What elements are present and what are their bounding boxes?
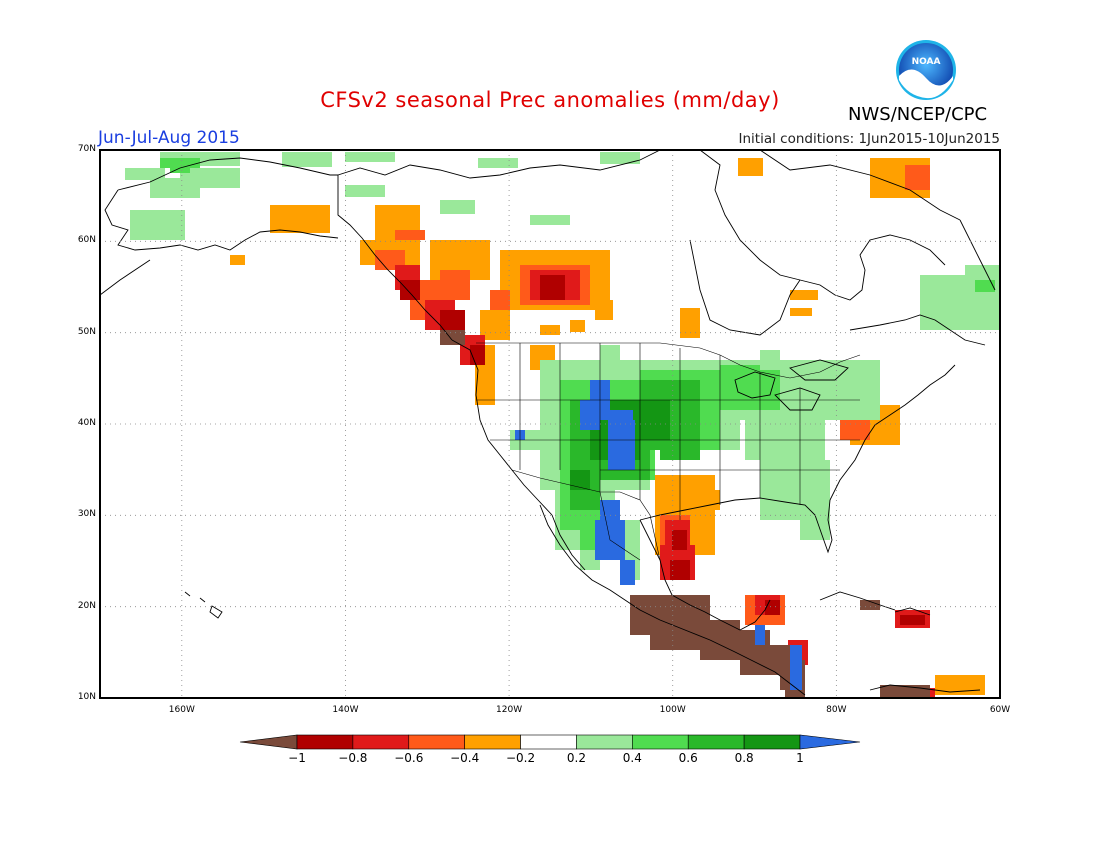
anomaly-cell (900, 615, 925, 625)
lat-label: 70N (77, 144, 96, 154)
lon-label: 60W (989, 705, 1011, 715)
colorbar-segment (576, 734, 633, 750)
agency-label: NWS/NCEP/CPC (848, 104, 988, 125)
anomaly-cell (840, 420, 870, 440)
colorbar-tick-label: −0.6 (394, 751, 424, 765)
lon-label: 140W (332, 705, 359, 715)
anomaly-cell (760, 350, 780, 370)
anomaly-cell (755, 625, 765, 645)
colorbar-segment (408, 734, 465, 750)
anomaly-cell (790, 645, 802, 690)
anomaly-cell (672, 530, 687, 550)
anomaly-cell (620, 560, 635, 585)
colorbar-segment (239, 734, 298, 750)
anomaly-cell (595, 300, 613, 320)
anomaly-cell (680, 308, 700, 338)
anomaly-cell (540, 325, 560, 335)
anomaly-cell (440, 200, 475, 214)
forecast-period: Jun-Jul-Aug 2015 (98, 128, 240, 148)
anomaly-cell (478, 158, 518, 168)
anomaly-cell (345, 185, 385, 197)
anomaly-cell (765, 600, 780, 615)
anomaly-cell (540, 275, 565, 300)
lat-label: 20N (77, 600, 96, 611)
anomaly-cell (490, 290, 510, 310)
anomaly-cell (570, 320, 585, 332)
colorbar-tick-label: 0.4 (622, 751, 642, 765)
colorbar-segment (743, 734, 801, 750)
initial-conditions: Initial conditions: 1Jun2015-10Jun2015 (738, 131, 1000, 147)
colorbar-segment (296, 734, 354, 750)
anomaly-cell (640, 400, 670, 440)
anomaly-cell (530, 215, 570, 225)
anomaly-cell (400, 280, 420, 300)
anomaly-cell (790, 290, 818, 300)
lat-label: 30N (77, 509, 96, 520)
lon-label: 160W (168, 705, 195, 715)
colorbar-segment (352, 734, 410, 750)
lat-label: 10N (77, 692, 96, 702)
colorbar-segment (632, 734, 689, 750)
lat-label: 60N (77, 235, 96, 246)
lon-label: 120W (496, 705, 523, 715)
anomaly-cell (170, 165, 190, 173)
anomaly-cell (580, 400, 600, 430)
anomaly-cell (860, 600, 880, 610)
colorbar-tick-label: −0.4 (450, 751, 480, 765)
anomaly-cell (440, 330, 465, 345)
lon-label: 80W (826, 705, 847, 715)
anomaly-cell (130, 210, 185, 240)
anomaly-cell (282, 152, 332, 167)
colorbar-segment (687, 734, 745, 750)
anomaly-cell (790, 308, 812, 316)
lat-label: 40N (77, 418, 96, 428)
anomaly-cell (160, 158, 200, 168)
colorbar-tick-label: 0.8 (734, 751, 754, 765)
colorbar-segment (799, 734, 861, 750)
anomaly-cell (935, 675, 985, 695)
anomaly-cell (905, 165, 930, 190)
anomaly-cell (150, 178, 200, 198)
anomaly-cell (880, 685, 930, 698)
anomaly-cell (670, 560, 690, 580)
anomaly-cell (345, 152, 395, 162)
colorbar-tick-label: 0.6 (678, 751, 698, 765)
anomaly-cell (125, 168, 165, 180)
chart-title: CFSv2 seasonal Prec anomalies (mm/day) (320, 88, 780, 112)
colorbar-tick-label: 0.2 (566, 751, 586, 765)
anomaly-cell (570, 470, 590, 490)
colorbar-segment (464, 734, 521, 750)
anomaly-cell (700, 490, 720, 510)
anomaly-cell (270, 205, 330, 233)
anomaly-cell (615, 420, 635, 470)
colorbar-tick-label: 1 (796, 751, 804, 765)
lat-label: 50N (77, 326, 96, 337)
anomaly-cell (975, 280, 995, 292)
anomaly-cell (440, 270, 470, 300)
colorbar-tick-label: −0.8 (338, 751, 368, 765)
anomaly-cell (230, 255, 245, 265)
anomaly-cell (800, 480, 830, 540)
anomaly-cell (738, 158, 763, 176)
lon-label: 100W (659, 705, 686, 715)
anomaly-cell (395, 230, 425, 240)
anomaly-cell (600, 152, 640, 164)
anomaly-cell (600, 345, 620, 365)
anomaly-cell (720, 365, 760, 395)
colorbar-segment (520, 734, 577, 750)
colorbar-tick-label: −1 (288, 751, 306, 765)
colorbar-tick-label: −0.2 (505, 751, 536, 765)
